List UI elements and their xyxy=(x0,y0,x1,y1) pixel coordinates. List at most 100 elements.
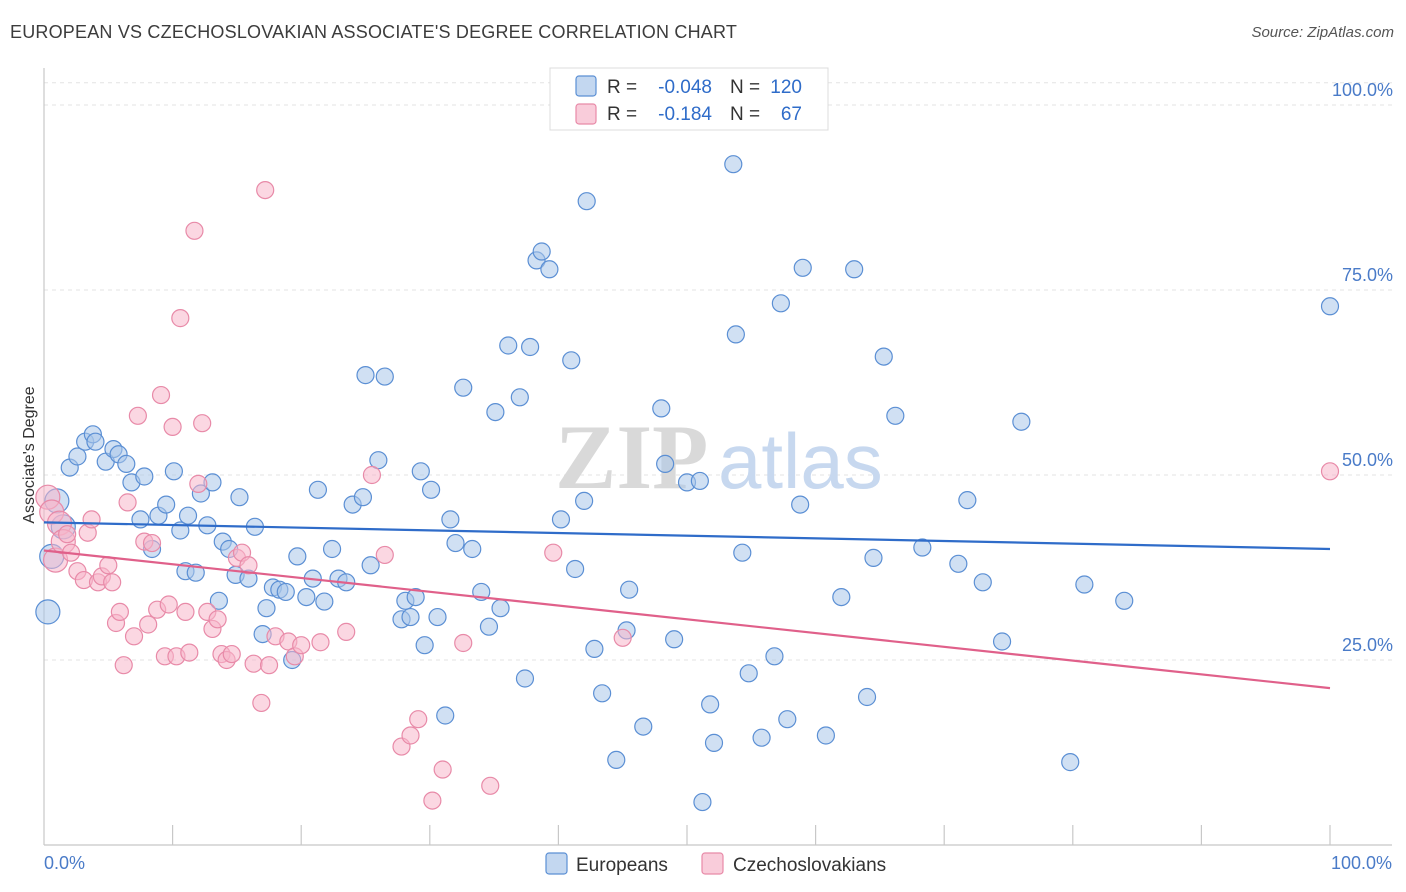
czech-point xyxy=(208,610,227,629)
european-point xyxy=(540,260,559,279)
series-legend-swatch-europeans[interactable] xyxy=(545,852,568,875)
series-legend[interactable]: Europeans Czechoslovakians xyxy=(545,852,886,876)
czech-point xyxy=(423,791,442,810)
series-legend-label-europeans[interactable]: Europeans xyxy=(576,855,668,876)
european-point xyxy=(406,587,425,607)
european-point xyxy=(515,669,535,688)
european-point xyxy=(428,607,447,627)
european-point xyxy=(973,573,992,592)
czech-point xyxy=(180,643,199,662)
watermark-zip: ZIP xyxy=(555,406,708,508)
european-point xyxy=(297,587,316,607)
european-point xyxy=(486,403,505,422)
european-point xyxy=(551,510,571,529)
european-point xyxy=(765,647,784,666)
czech-point xyxy=(82,510,101,529)
watermark-atlas: atlas xyxy=(718,417,883,505)
european-points xyxy=(35,155,1340,812)
czech-point xyxy=(151,385,171,405)
chart-source: Source: ZipAtlas.com xyxy=(1251,24,1394,41)
european-point xyxy=(401,607,420,627)
european-point xyxy=(562,351,581,370)
european-point xyxy=(521,337,540,357)
czech-point xyxy=(454,633,473,653)
european-point xyxy=(209,591,228,610)
european-point xyxy=(724,155,743,174)
european-point xyxy=(607,750,626,770)
european-point xyxy=(491,599,510,618)
european-point xyxy=(230,488,249,507)
czech-point xyxy=(159,595,178,614)
european-point xyxy=(411,462,430,481)
european-point xyxy=(949,554,968,573)
european-point xyxy=(857,687,877,707)
european-point xyxy=(436,706,455,725)
czech-point xyxy=(124,627,144,646)
legend-r-label-1: R = xyxy=(607,77,637,98)
european-point xyxy=(874,347,893,366)
european-point xyxy=(690,471,709,491)
european-point xyxy=(634,717,653,736)
correlation-legend: R = -0.048 N = 120 R = -0.184 N = 67 xyxy=(549,67,829,131)
legend-n-value-1: 120 xyxy=(770,77,802,98)
series-legend-label-czechoslovakians[interactable]: Czechoslovakians xyxy=(733,855,886,876)
european-point xyxy=(1061,753,1080,772)
legend-swatch-europeans xyxy=(575,75,597,97)
european-point xyxy=(446,533,465,553)
czech-point xyxy=(193,414,212,433)
european-point xyxy=(593,684,612,703)
y-tick-label-100: 100.0% xyxy=(1332,80,1393,100)
czech-point xyxy=(252,693,271,713)
european-point xyxy=(117,454,136,473)
european-point xyxy=(361,556,380,575)
european-point xyxy=(577,192,596,211)
x-ticks xyxy=(172,825,1331,845)
european-point xyxy=(315,592,334,611)
european-point xyxy=(421,480,441,499)
european-point xyxy=(958,491,977,510)
czech-point xyxy=(110,602,129,622)
trend-lines xyxy=(43,521,1331,690)
european-point xyxy=(375,367,394,386)
legend-n-value-2: 67 xyxy=(781,104,802,125)
european-point xyxy=(257,599,276,618)
european-point xyxy=(566,559,585,579)
y-tick-label-75: 75.0% xyxy=(1342,265,1393,285)
european-point xyxy=(845,260,864,279)
european-point xyxy=(752,728,771,747)
european-point xyxy=(693,792,712,812)
legend-n-label-1: N = xyxy=(730,77,760,98)
chart-title: EUROPEAN VS CZECHOSLOVAKIAN ASSOCIATE'S … xyxy=(10,22,738,42)
european-point xyxy=(499,336,518,355)
czech-point xyxy=(481,776,500,795)
czech-point xyxy=(128,406,147,425)
european-point xyxy=(771,294,790,313)
y-tick-label-50: 50.0% xyxy=(1342,450,1393,470)
european-point xyxy=(652,399,671,418)
european-point xyxy=(532,242,551,261)
czech-points xyxy=(35,181,1340,810)
czech-point xyxy=(311,633,330,652)
european-point xyxy=(793,258,812,277)
european-point xyxy=(322,539,342,559)
series-legend-swatch-czechoslovakians[interactable] xyxy=(701,852,724,875)
european-point xyxy=(832,587,851,607)
european-point xyxy=(353,488,373,507)
legend-swatch-czechoslovakians xyxy=(575,103,597,125)
czech-point xyxy=(139,615,158,634)
czech-point xyxy=(375,545,394,565)
european-point xyxy=(356,366,375,385)
european-point xyxy=(1075,575,1094,594)
european-point xyxy=(585,639,604,659)
czech-point xyxy=(118,493,137,512)
european-point xyxy=(913,538,932,557)
czech-point xyxy=(185,221,204,240)
czech-point xyxy=(189,474,208,493)
european-point xyxy=(575,491,594,510)
european-point xyxy=(701,695,720,714)
european-point xyxy=(1320,297,1340,316)
legend-r-value-1: -0.048 xyxy=(658,77,712,98)
european-point xyxy=(308,480,328,499)
czech-point xyxy=(362,465,382,485)
